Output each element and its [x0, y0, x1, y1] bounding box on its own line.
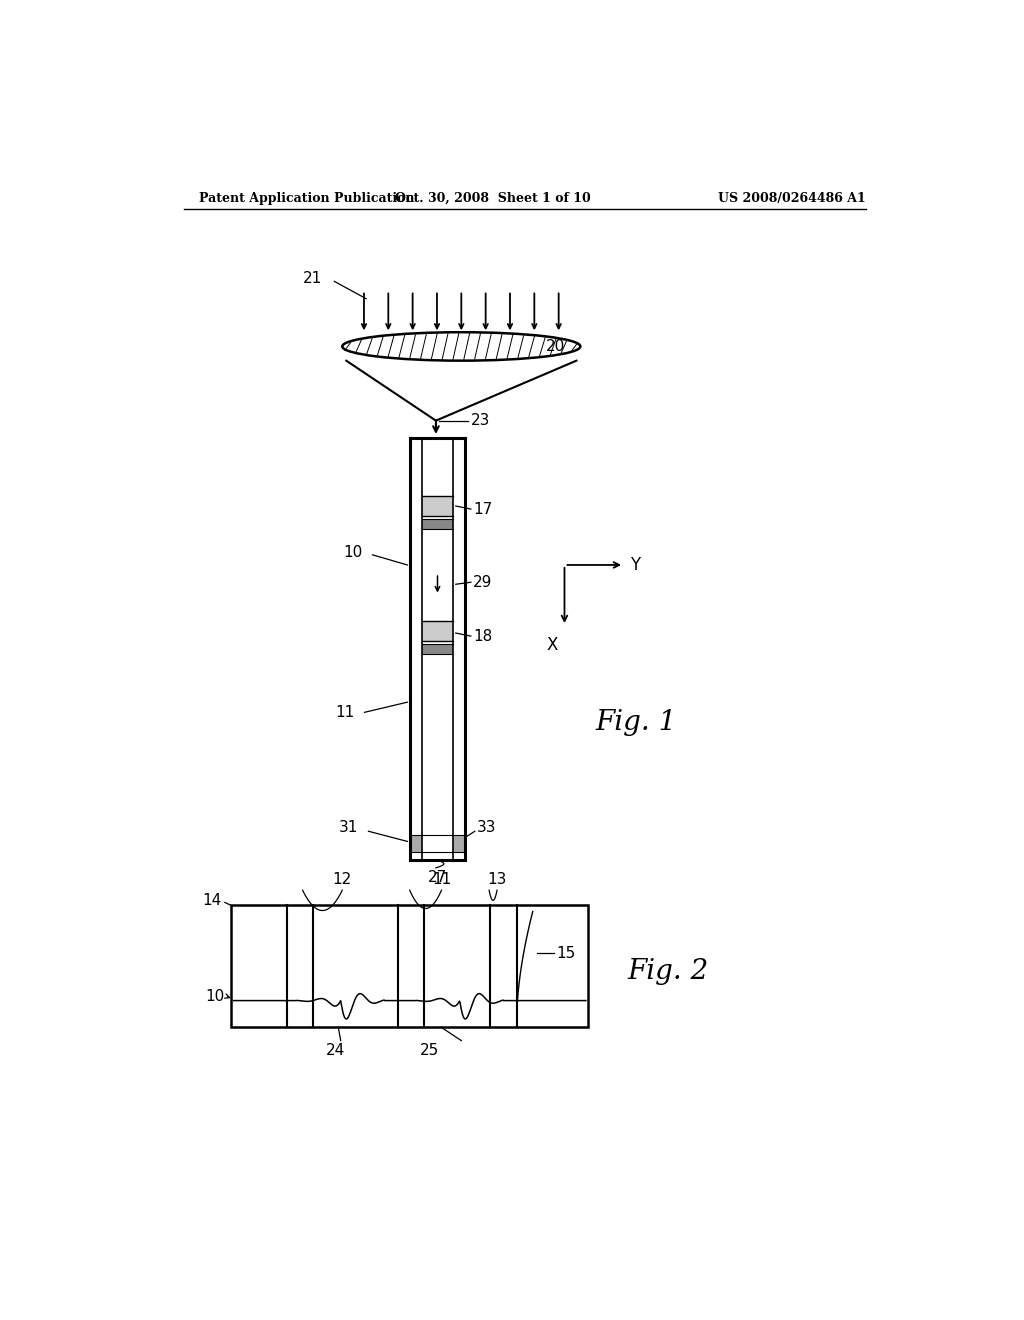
- Text: 14: 14: [203, 892, 221, 908]
- Bar: [422, 519, 454, 529]
- Bar: [422, 620, 454, 642]
- Text: 15: 15: [557, 945, 575, 961]
- Text: Fig. 1: Fig. 1: [595, 709, 677, 737]
- Bar: [454, 836, 465, 851]
- Text: 23: 23: [471, 413, 490, 428]
- Text: 21: 21: [303, 271, 323, 286]
- Text: 10: 10: [206, 990, 225, 1005]
- Bar: [410, 836, 422, 851]
- Text: 33: 33: [477, 820, 497, 834]
- Text: 20: 20: [546, 339, 565, 354]
- Text: 12: 12: [333, 873, 352, 887]
- Text: 25: 25: [420, 1043, 439, 1057]
- Bar: [422, 438, 454, 859]
- Text: X: X: [547, 636, 558, 655]
- Text: US 2008/0264486 A1: US 2008/0264486 A1: [718, 191, 866, 205]
- Text: 24: 24: [327, 1043, 345, 1057]
- Ellipse shape: [342, 333, 581, 360]
- Text: 13: 13: [487, 873, 507, 887]
- Bar: [422, 496, 454, 516]
- Bar: [422, 836, 454, 851]
- Text: 17: 17: [473, 502, 493, 516]
- Text: Patent Application Publication: Patent Application Publication: [200, 191, 415, 205]
- Text: Fig. 2: Fig. 2: [627, 958, 709, 985]
- Text: 27: 27: [428, 870, 447, 884]
- Text: 11: 11: [432, 873, 452, 887]
- Text: 11: 11: [335, 705, 354, 719]
- Text: 29: 29: [473, 574, 493, 590]
- Text: 10: 10: [343, 545, 362, 560]
- Bar: [231, 906, 588, 1027]
- Text: Y: Y: [631, 556, 640, 574]
- Text: 31: 31: [339, 820, 358, 834]
- Text: 18: 18: [473, 628, 493, 644]
- Bar: [422, 644, 454, 655]
- Text: Oct. 30, 2008  Sheet 1 of 10: Oct. 30, 2008 Sheet 1 of 10: [395, 191, 591, 205]
